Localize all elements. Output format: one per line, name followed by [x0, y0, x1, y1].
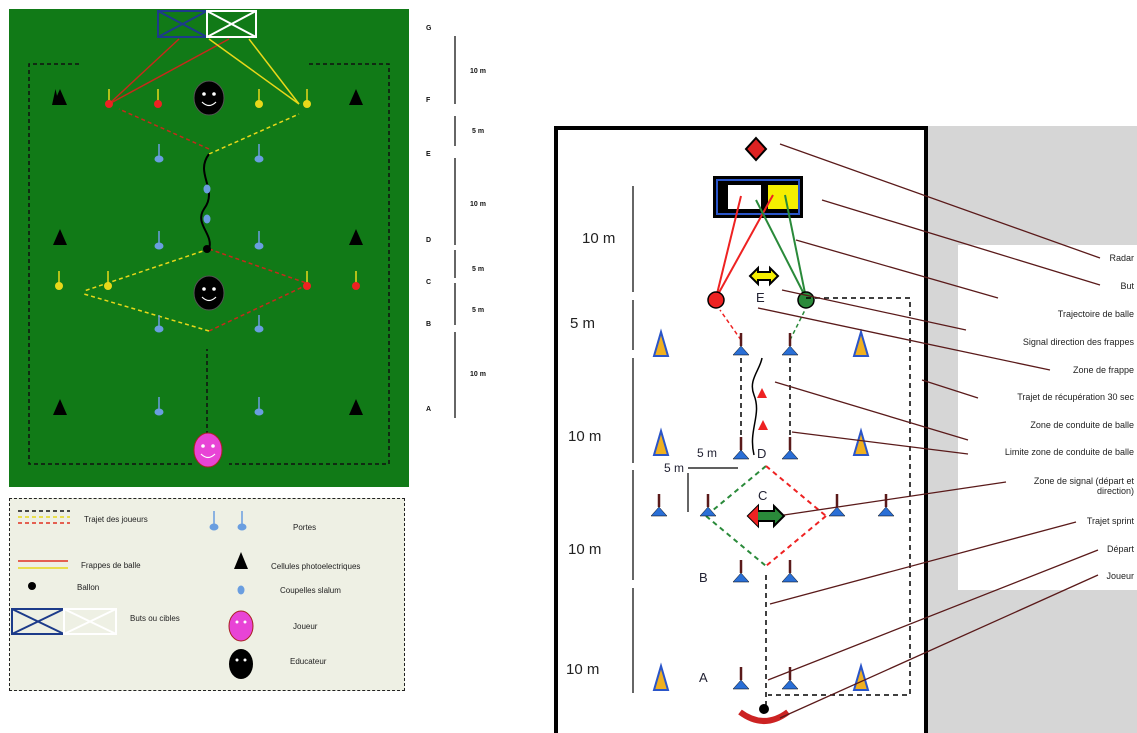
yellow-cones: [55, 89, 311, 290]
dist-label: 10 m: [568, 541, 602, 558]
photocell-icons: [52, 89, 363, 415]
scale-letter-b: B: [426, 321, 432, 328]
legend-box: Trajet des joueurs Portes Frappes de bal…: [9, 498, 405, 691]
photocell-cones: [652, 328, 870, 691]
zone-b: B: [699, 570, 708, 585]
legend-symbols: [11, 510, 254, 679]
legend-dribbling-limit: Limite zone de conduite de balle: [1004, 447, 1134, 457]
dist-label: 10 m: [566, 661, 600, 678]
scale-dist: 10 m: [470, 68, 486, 75]
legend-shots: Frappes de balle: [81, 561, 141, 570]
legend-shooting-zone: Zone de frappe: [1072, 365, 1134, 375]
red-cones: [105, 89, 360, 290]
scale-dist: 10 m: [470, 371, 486, 378]
legend-player-path: Trajet des joueurs: [84, 515, 148, 524]
training-field: [9, 9, 409, 487]
legend-photocells: Cellules photoelectriques: [271, 562, 361, 571]
gate-cones: [650, 333, 895, 690]
goal-icon: [713, 176, 803, 218]
legend-radar: Radar: [1109, 253, 1134, 263]
small-dist-label: 5 m: [697, 446, 718, 460]
legend-panel: [958, 245, 1137, 590]
legend-coach: Educateur: [290, 657, 327, 666]
yellow-shot-lines: [83, 38, 300, 332]
zone-e: E: [756, 290, 765, 305]
legend-recovery-path: Trajet de récupération 30 sec: [1017, 392, 1134, 402]
direction-signal-icon: [748, 265, 780, 287]
ball-icon: [203, 245, 211, 253]
legend-sprint-path: Trajet sprint: [1086, 516, 1134, 526]
legend-slalom: Coupelles slalum: [280, 586, 341, 595]
scale-dist: 5 m: [472, 266, 485, 273]
scale-letter-f: F: [426, 97, 431, 104]
scale-letter-a: A: [426, 406, 432, 413]
zone-d: D: [757, 446, 767, 461]
left-scale: G F E D C B A 10 m 5 m 10 m 5 m 5 m 10 m: [420, 20, 500, 440]
legend-gates: Portes: [293, 523, 317, 532]
legend-dribbling-zone: Zone de conduite de balle: [1030, 420, 1134, 430]
sprint-diagram: [554, 126, 928, 733]
scale-dist: 5 m: [472, 307, 485, 314]
player-icon: [193, 432, 223, 468]
coach-icons: [193, 80, 225, 311]
legend-goals: Buts ou cibles: [130, 614, 180, 623]
recovery-path: [740, 297, 911, 705]
red-ball-icon: [707, 291, 725, 309]
zone-c: C: [758, 488, 768, 503]
scale-letter-d: D: [426, 237, 432, 244]
dist-label: 10 m: [568, 428, 602, 445]
legend-ball-trajectory: Trajectoire de balle: [1057, 309, 1134, 319]
legend-direction-signal: Signal direction des frappes: [1022, 337, 1134, 347]
legend-ball: Ballon: [77, 583, 100, 592]
dist-label: 10 m: [582, 230, 616, 247]
legend-goal: But: [1120, 281, 1134, 291]
dist-label: 5 m: [570, 315, 596, 332]
left-scale-arrows: [454, 36, 456, 418]
start-signal-icon: [746, 503, 786, 529]
zone-a: A: [699, 670, 708, 685]
legend-signal-zone: Zone de signal (départ et direction): [1033, 476, 1134, 496]
slalom-cones: [757, 388, 768, 430]
scale-letter-e: E: [426, 151, 431, 158]
legend-start: Départ: [1106, 544, 1134, 554]
distance-arrows: [632, 186, 738, 693]
field-drawing: [28, 10, 390, 468]
player-path: [28, 63, 390, 465]
radar-icon: [744, 136, 768, 162]
shot-lines: [108, 38, 310, 332]
scale-dist: 5 m: [472, 128, 485, 135]
legend-player: Joueur: [1106, 571, 1134, 581]
scale-dist: 10 m: [470, 201, 486, 208]
scale-letter-g: G: [426, 25, 432, 32]
blue-gates: [154, 144, 264, 416]
slalom-path: [200, 153, 211, 250]
player-icon: [738, 704, 790, 724]
legend-connectors: [757, 143, 1101, 719]
scale-letter-c: C: [426, 279, 432, 286]
small-dist-label: 5 m: [664, 461, 685, 475]
legend-player: Joueur: [293, 622, 318, 631]
goals: [157, 10, 257, 38]
